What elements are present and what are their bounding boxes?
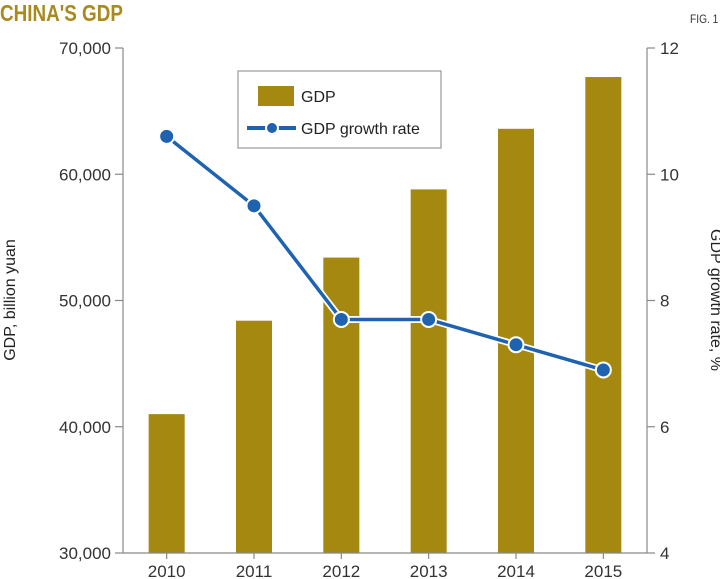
growth-point-2012 <box>332 310 350 328</box>
right-tick-label: 8 <box>660 292 669 311</box>
x-tick-label-2010: 2010 <box>148 562 186 579</box>
x-tick-label-2011: 2011 <box>236 562 273 579</box>
legend-gdp-swatch <box>258 86 294 106</box>
line-layer <box>158 127 612 379</box>
left-tick-label: 70,000 <box>59 39 111 58</box>
left-tick-label: 50,000 <box>59 292 111 311</box>
bar-2011 <box>236 320 272 553</box>
left-axis-label: GDP, billion yuan <box>2 239 19 361</box>
axes-layer: 30,000 40,000 50,000 60,000 70,000 4 6 8 10 12 201… <box>59 39 679 579</box>
x-tick-label-2012: 2012 <box>322 562 360 579</box>
x-tick-label-2015: 2015 <box>584 562 622 579</box>
legend-growth-label: GDP growth rate <box>301 121 420 138</box>
legend-growth-marker <box>265 121 279 135</box>
right-tick-label: 6 <box>660 418 669 437</box>
growth-point-2014 <box>507 336 525 354</box>
legend-box <box>237 70 442 149</box>
right-tick-label: 4 <box>660 544 669 563</box>
bar-2010 <box>148 414 185 553</box>
legend-gdp-label: GDP <box>301 89 336 106</box>
left-tick-label: 30,000 <box>59 544 111 563</box>
right-tick-label: 10 <box>660 165 679 184</box>
right-tick-label: 12 <box>660 39 679 58</box>
legend: GDP GDP growth rate <box>237 70 442 149</box>
chart-title: CHINA'S GDP <box>0 0 123 26</box>
growth-point-2015 <box>594 361 612 379</box>
x-tick-label-2013: 2013 <box>410 562 448 579</box>
growth-point-2011 <box>245 197 263 215</box>
growth-point-2010 <box>158 127 176 145</box>
x-tick-label-2014: 2014 <box>497 562 535 579</box>
left-tick-label: 60,000 <box>59 165 111 184</box>
left-tick-label: 40,000 <box>59 418 111 437</box>
bars-layer <box>148 77 622 554</box>
growth-line <box>165 135 604 372</box>
figure-label: FIG. 1 <box>689 12 718 26</box>
right-axis-label: GDP growth rate, % <box>707 229 720 371</box>
growth-line-halo <box>164 133 605 374</box>
growth-point-2013 <box>420 310 438 328</box>
bar-2013 <box>410 189 447 553</box>
bar-2015 <box>585 77 622 553</box>
